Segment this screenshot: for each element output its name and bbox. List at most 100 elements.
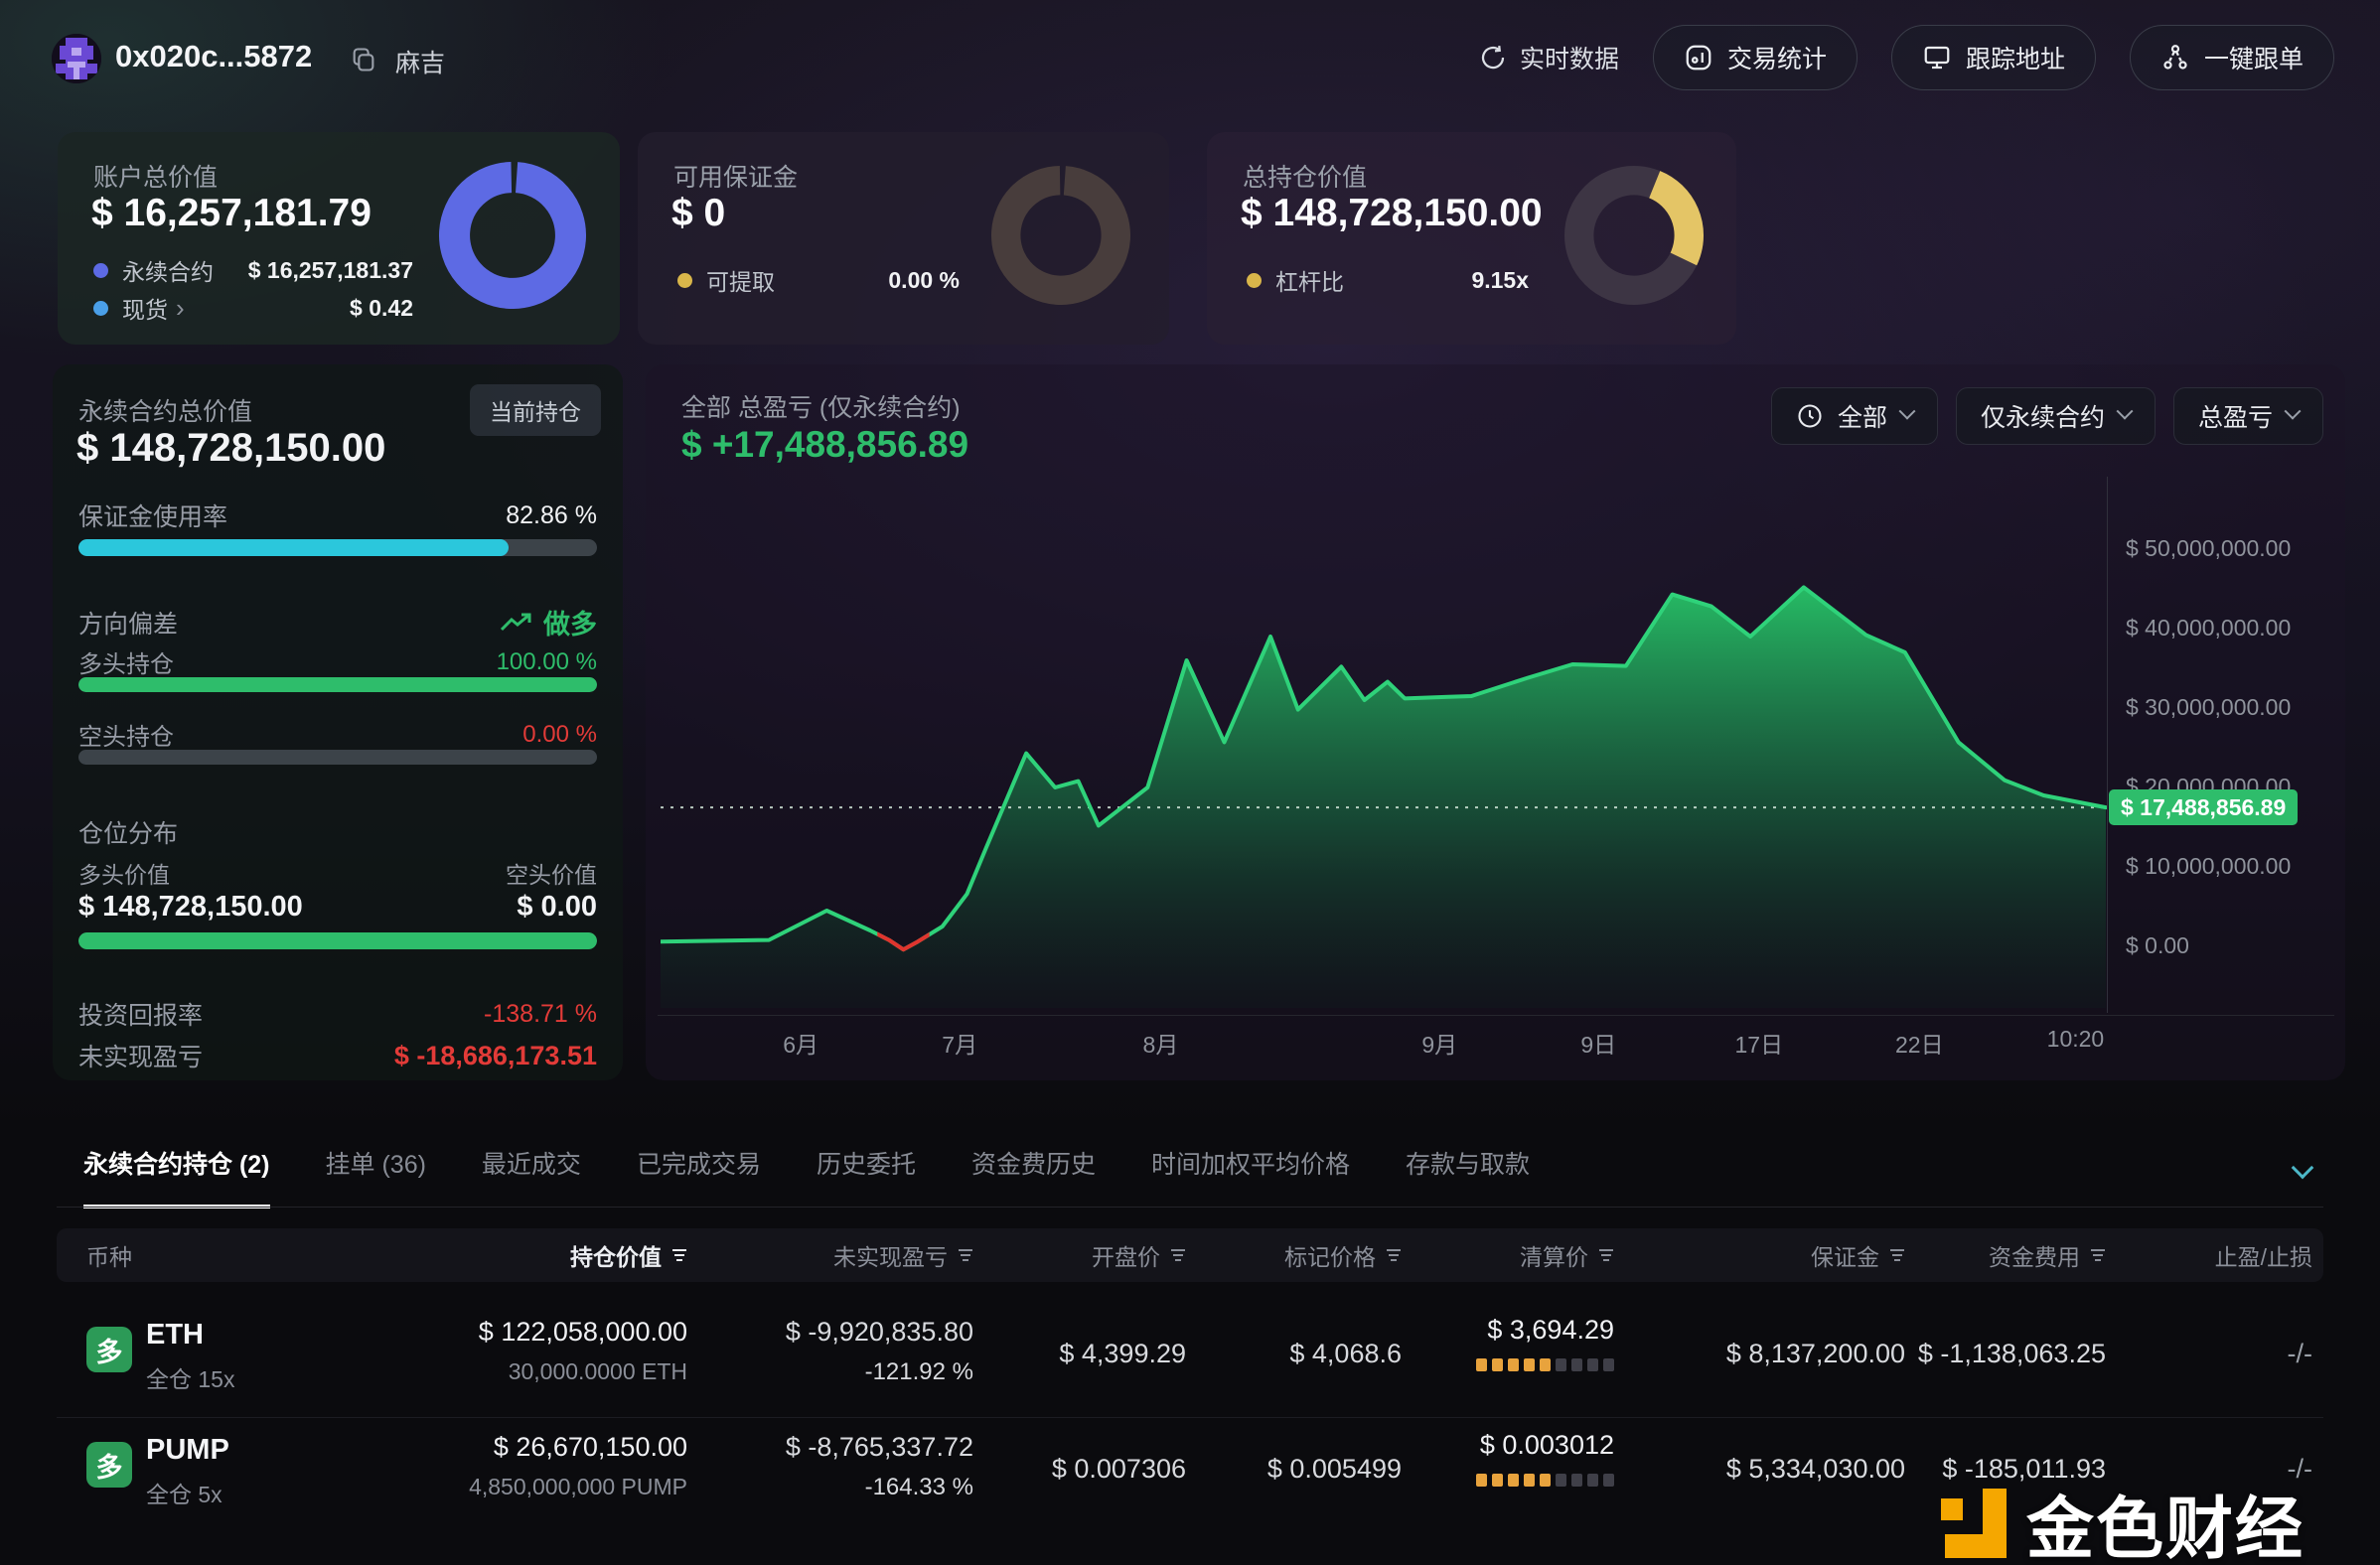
watermark: 金色财经 [1935,1474,2305,1565]
time-range-value: 全部 [1837,404,1887,432]
margin-usage-fill [78,539,509,556]
card-title: 账户总价值 [93,164,219,192]
current-pnl-pill: $ 17,488,856.89 [2109,789,2299,825]
tab-order-history[interactable]: 历史委托 [816,1151,916,1179]
col-funding[interactable]: 资金费用 [1989,1228,2106,1282]
liquidation-gauge [1476,1474,1614,1487]
upnl-row: 未实现盈亏 $ -18,686,173.51 [78,1038,597,1073]
row-value: 0.00 % [888,266,960,293]
card-value: $ 16,257,181.79 [91,192,372,234]
distribution-labels: 多头价值 空头价值 [78,856,597,890]
margin-usage-label: 保证金使用率 [78,503,228,531]
long-value-amount: $ 148,728,150.00 [78,891,303,923]
short-position-row: 空头持仓 0.00 % [78,717,597,752]
monitor-icon [1924,46,1950,70]
tab-open-orders[interactable]: 挂单 (36) [325,1151,426,1179]
tab-deposits-withdrawals[interactable]: 存款与取款 [1406,1151,1531,1179]
liquidation-price: $ 3,694.29 [1487,1315,1614,1345]
margin-usage-value: 82.86 % [506,500,597,529]
track-address-label: 跟踪地址 [1965,46,2065,73]
pnl-chart-panel: 全部 总盈亏 (仅永续合约) $ +17,488,856.89 全部 仅永续合约… [646,364,2345,1080]
card-title: 总持仓价值 [1243,164,1368,192]
y-axis-tick: $ 40,000,000.00 [2126,615,2292,640]
upnl-label: 未实现盈亏 [78,1044,204,1071]
position-summary-panel: 永续合约总价值 当前持仓 $ 148,728,150.00 保证金使用率 82.… [53,364,623,1080]
x-axis-tick: 17日 [1734,1032,1784,1058]
live-data-toggle[interactable]: 实时数据 [1478,40,1619,75]
card-row-spot[interactable]: 现货 › $ 0.42 [93,291,413,325]
copy-address-icon[interactable] [350,46,377,73]
short-bar [78,750,597,765]
panel-title: 永续合约总价值 [78,398,253,426]
position-value: $ 26,670,150.00 [493,1432,687,1462]
tabs-divider [57,1207,2323,1208]
tab-perp-positions[interactable]: 永续合约持仓 (2) [83,1145,270,1209]
metric-dropdown[interactable]: 总盈亏 [2172,387,2323,445]
clock-icon [1798,404,1822,428]
y-axis-tick: $ 30,000,000.00 [2126,694,2292,720]
scope-dropdown[interactable]: 仅永续合约 [1955,387,2156,445]
tab-completed-trades[interactable]: 已完成交易 [636,1151,761,1179]
tab-funding-history[interactable]: 资金费历史 [970,1151,1096,1179]
col-unrealized-pnl[interactable]: 未实现盈亏 [833,1228,973,1282]
header-actions: 实时数据 交易统计 跟踪地址 一键跟单 [1478,24,2334,91]
margin-mode: 全仓 15x [146,1366,235,1392]
sort-icon [2091,1249,2105,1261]
bottom-tabs: 永续合约持仓 (2) 挂单 (36) 最近成交 已完成交易 历史委托 资金费历史… [83,1145,1530,1209]
x-axis-tick: 9日 [1580,1032,1617,1058]
position-value: $ 122,058,000.00 [478,1317,687,1347]
card-title: 可用保证金 [673,164,799,192]
table-row-pump[interactable]: 多 PUMP 全仓 5x $ 26,670,150.00 4,850,000,0… [57,1418,2323,1533]
tab-twap[interactable]: 时间加权平均价格 [1150,1151,1350,1179]
mark-price: $ 4,068.6 [1289,1339,1402,1368]
row-value: 9.15x [1471,266,1529,293]
col-margin[interactable]: 保证金 [1811,1228,1905,1282]
unrealized-pnl: $ -9,920,835.80 [785,1317,973,1347]
funding-fee: $ -185,011.93 [1942,1454,2106,1484]
margin-value: $ 5,334,030.00 [1725,1454,1905,1484]
long-label: 多头持仓 [78,651,174,678]
x-axis-tick: 22日 [1895,1032,1944,1058]
position-amount: 30,000.0000 ETH [508,1358,687,1384]
positions-table-header: 币种 持仓价值 未实现盈亏 开盘价 标记价格 清算价 保证金 资金费用 [57,1228,2323,1282]
x-axis-tick: 9月 [1421,1032,1458,1058]
long-fill [78,677,597,692]
chart-title: 全部 总盈亏 (仅永续合约) [681,394,961,422]
sort-icon [1890,1249,1904,1261]
leverage-donut-chart [1564,166,1704,305]
sort-icon [1387,1249,1401,1261]
short-value: 0.00 % [522,720,597,748]
row-label: 可提取 [706,269,775,295]
bias-label: 方向偏差 [78,610,179,639]
table-row-eth[interactable]: 多 ETH 全仓 15x $ 122,058,000.00 30,000.000… [57,1303,2323,1418]
metric-value: 总盈亏 [2197,404,2273,432]
col-mark-price[interactable]: 标记价格 [1284,1228,1402,1282]
trade-stats-button[interactable]: 交易统计 [1652,25,1858,90]
tab-recent-fills[interactable]: 最近成交 [481,1151,581,1179]
tp-sl[interactable]: -/- [2287,1339,2312,1368]
stats-icon [1686,45,1711,71]
col-position-value[interactable]: 持仓价值 [570,1228,687,1282]
x-axis-tick: 7月 [942,1032,978,1058]
current-position-badge: 当前持仓 [470,384,601,436]
account-donut-chart [439,162,586,309]
copy-trade-button[interactable]: 一键跟单 [2129,25,2334,90]
card-total-position: 总持仓价值 $ 148,728,150.00 杠杆比 9.15x [1207,132,1736,345]
sort-icon [1599,1249,1613,1261]
distribution-fill [78,932,597,949]
card-value: $ 0 [671,192,726,234]
track-address-button[interactable]: 跟踪地址 [1890,25,2096,90]
collapse-chevron-icon[interactable] [2291,1156,2314,1180]
time-range-dropdown[interactable]: 全部 [1770,387,1938,445]
col-liquidation-price[interactable]: 清算价 [1520,1228,1614,1282]
chevron-right-icon: › [176,292,185,323]
tp-sl[interactable]: -/- [2287,1454,2312,1484]
col-tp-sl: 止盈/止损 [2214,1244,2312,1270]
bias-value: 做多 [543,610,597,640]
sort-icon [672,1249,686,1261]
card-row-perp: 永续合约 $ 16,257,181.37 [93,253,413,287]
long-position-row: 多头持仓 100.00 % [78,644,597,679]
col-open-price[interactable]: 开盘价 [1092,1228,1186,1282]
watermark-text: 金色财经 [2026,1492,2306,1565]
trade-stats-label: 交易统计 [1726,46,1827,73]
